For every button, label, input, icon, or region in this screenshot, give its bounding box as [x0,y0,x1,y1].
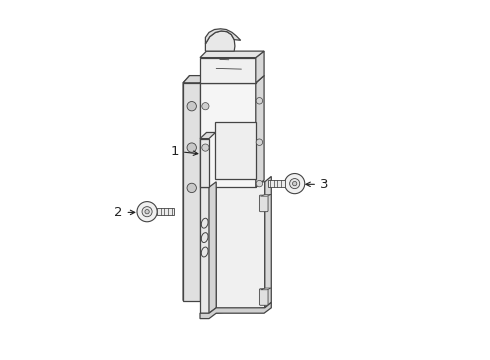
Text: 2: 2 [114,206,135,219]
Polygon shape [268,180,285,187]
Polygon shape [256,51,264,83]
Polygon shape [200,83,256,187]
Polygon shape [200,58,256,83]
Circle shape [187,102,196,111]
Polygon shape [205,29,241,44]
Circle shape [256,180,263,187]
Polygon shape [200,76,264,83]
Polygon shape [200,51,264,58]
Circle shape [293,181,297,186]
Polygon shape [216,122,256,179]
Polygon shape [183,76,206,83]
Circle shape [256,139,263,145]
Polygon shape [183,76,190,301]
Circle shape [290,179,300,189]
Polygon shape [205,31,235,51]
Circle shape [285,174,305,194]
Circle shape [187,143,196,152]
Polygon shape [261,288,271,290]
FancyBboxPatch shape [259,289,268,305]
Text: 1: 1 [171,145,198,158]
Circle shape [187,183,196,193]
Polygon shape [265,176,271,308]
Polygon shape [200,132,216,139]
Polygon shape [200,187,209,313]
FancyBboxPatch shape [259,195,268,212]
Text: 3: 3 [306,178,328,191]
Polygon shape [261,194,271,196]
Polygon shape [157,208,174,215]
Polygon shape [216,182,265,313]
Polygon shape [209,182,216,313]
Polygon shape [200,302,271,319]
Circle shape [202,144,209,151]
Circle shape [145,210,149,214]
Circle shape [256,98,263,104]
Polygon shape [256,76,264,187]
Circle shape [142,207,152,217]
Circle shape [202,103,209,110]
Polygon shape [183,83,200,301]
Polygon shape [200,139,209,187]
Circle shape [137,202,157,222]
